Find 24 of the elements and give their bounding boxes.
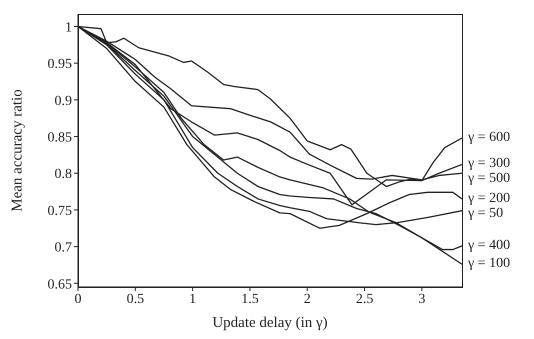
y-axis-title: Mean accuracy ratio — [9, 89, 26, 212]
series-label: γ = 200 — [468, 190, 510, 208]
x-tick-label: 0.5 — [126, 292, 144, 307]
y-tick-label: 0.95 — [48, 57, 72, 72]
x-tick-label: 3 — [418, 292, 426, 307]
series-label: γ = 50 — [468, 205, 504, 223]
series-label: γ = 500 — [468, 170, 510, 188]
series-label: γ = 300 — [468, 155, 510, 172]
y-tick-label: 0.8 — [54, 167, 72, 182]
y-tick-label: 0.75 — [48, 204, 72, 219]
y-tick-label: 0.7 — [54, 240, 72, 256]
y-tick-label: 0.65 — [48, 277, 72, 292]
x-tick-label: 0 — [74, 292, 82, 307]
y-tick-label: 0.85 — [48, 130, 72, 146]
series-label: γ = 400 — [468, 236, 510, 255]
series-label: γ = 100 — [468, 255, 510, 274]
x-tick-label: 1 — [189, 292, 196, 307]
x-axis-title: Update delay (in γ) — [212, 315, 328, 331]
y-tick-label: 1 — [65, 20, 72, 36]
y-tick-label: 0.9 — [54, 94, 72, 109]
x-tick-label: 1.5 — [241, 292, 259, 307]
x-tick-label: 2 — [304, 292, 311, 307]
series-label: γ = 600 — [468, 129, 510, 148]
x-tick-label: 2.5 — [356, 292, 374, 307]
